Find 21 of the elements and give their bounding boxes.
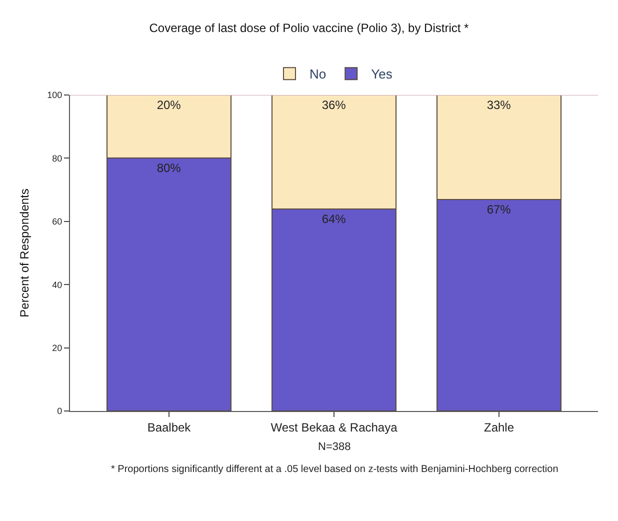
data-label: 67% [486, 202, 512, 216]
y-tick-label: 100 [47, 90, 62, 100]
legend-label: Yes [371, 66, 393, 82]
x-tick-label: Baalbek [147, 420, 192, 434]
y-tick-label: 80 [52, 153, 62, 164]
text: * Proportions significantly different at a .05 level based on z-tests with Benjamini-Hochberg correction [111, 464, 558, 475]
y-tick-label: 60 [52, 216, 62, 227]
chart-title: Coverage of last dose of Polio vaccine (Polio 3), by District * [149, 20, 470, 35]
data-label: 80% [156, 161, 182, 176]
data-label: 36% [322, 98, 346, 112]
y-tick-label: 40 [52, 280, 62, 290]
x-tick-label: Zahle [484, 420, 514, 434]
y-axis-title: Percent of Respondents [17, 188, 32, 318]
text: N=388 [318, 441, 351, 453]
x-tick-label: West Bekaa & Rachaya [270, 420, 398, 434]
data-label: 64% [322, 212, 346, 226]
data-label: 33% [486, 98, 512, 112]
data-label: 20% [156, 98, 182, 112]
y-tick-label: 20 [52, 342, 62, 353]
y-tick-label: 0 [57, 406, 62, 416]
legend-label: No [310, 66, 326, 82]
